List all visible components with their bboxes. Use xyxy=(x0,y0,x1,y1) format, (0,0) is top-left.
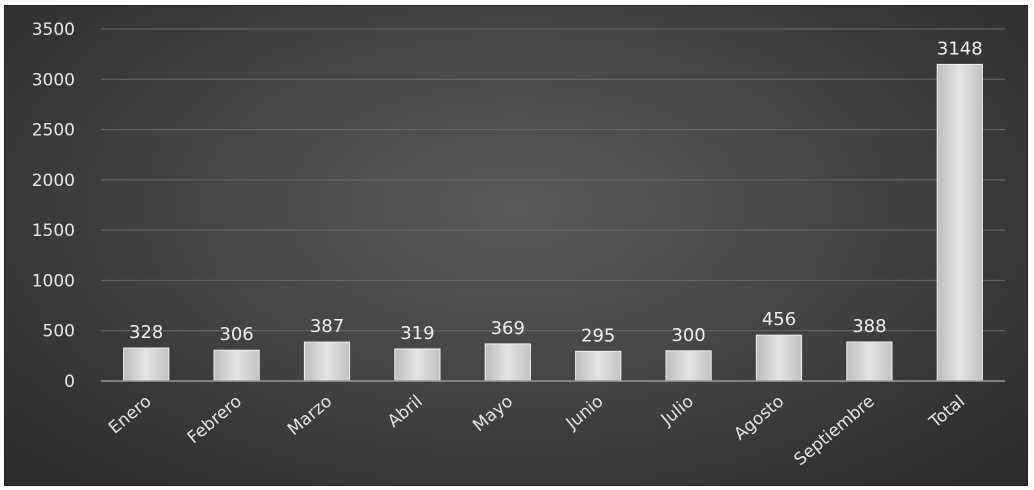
bar xyxy=(484,343,531,382)
bar xyxy=(394,348,441,382)
bar xyxy=(213,349,260,382)
bar xyxy=(303,341,351,382)
data-label: 369 xyxy=(491,318,525,339)
bar xyxy=(665,350,712,382)
bar xyxy=(755,334,803,382)
category-label: Total xyxy=(925,392,969,433)
data-label: 300 xyxy=(671,325,705,346)
y-tick-label: 2500 xyxy=(32,121,75,141)
bar xyxy=(123,347,170,382)
data-label: 388 xyxy=(852,316,886,337)
bar xyxy=(575,350,622,382)
data-label: 387 xyxy=(310,316,344,337)
category-label: Marzo xyxy=(284,392,336,440)
y-tick-label: 500 xyxy=(43,322,75,342)
y-tick-label: 0 xyxy=(64,372,75,392)
category-label: Julio xyxy=(657,392,698,431)
category-label: Septiembre xyxy=(790,392,878,471)
category-label: Abril xyxy=(384,392,427,432)
y-tick-label: 1000 xyxy=(32,271,75,291)
bar xyxy=(846,341,893,382)
gridlines xyxy=(101,28,1005,332)
data-label: 3148 xyxy=(937,38,983,59)
data-label: 328 xyxy=(129,322,163,343)
data-label: 306 xyxy=(219,324,253,345)
y-tick-label: 3500 xyxy=(32,20,75,40)
data-label: 456 xyxy=(762,309,796,330)
bar-chart: 0 500 1000 1500 2000 2500 3000 3500 328 306 387 31… xyxy=(32,20,1005,471)
data-labels: 328 306 387 319 369 295 300 456 388 3148 xyxy=(129,38,983,346)
x-axis-categories: Enero Febrero Marzo Abril Mayo Junio Julio Agos… xyxy=(105,392,969,471)
y-tick-label: 3000 xyxy=(32,70,75,90)
category-label: Junio xyxy=(562,392,608,435)
data-label: 319 xyxy=(400,323,434,344)
y-tick-label: 1500 xyxy=(32,221,75,241)
bar xyxy=(936,63,983,382)
y-axis-ticks: 0 500 1000 1500 2000 2500 3000 3500 xyxy=(32,20,75,392)
category-label: Enero xyxy=(105,392,155,439)
bars xyxy=(123,63,983,382)
category-label: Agosto xyxy=(730,392,788,445)
chart-area: 0 500 1000 1500 2000 2500 3000 3500 328 306 387 31… xyxy=(4,5,1028,486)
data-label: 295 xyxy=(581,325,615,346)
category-label: Febrero xyxy=(184,392,246,449)
y-tick-label: 2000 xyxy=(32,171,75,191)
category-label: Mayo xyxy=(469,392,517,437)
